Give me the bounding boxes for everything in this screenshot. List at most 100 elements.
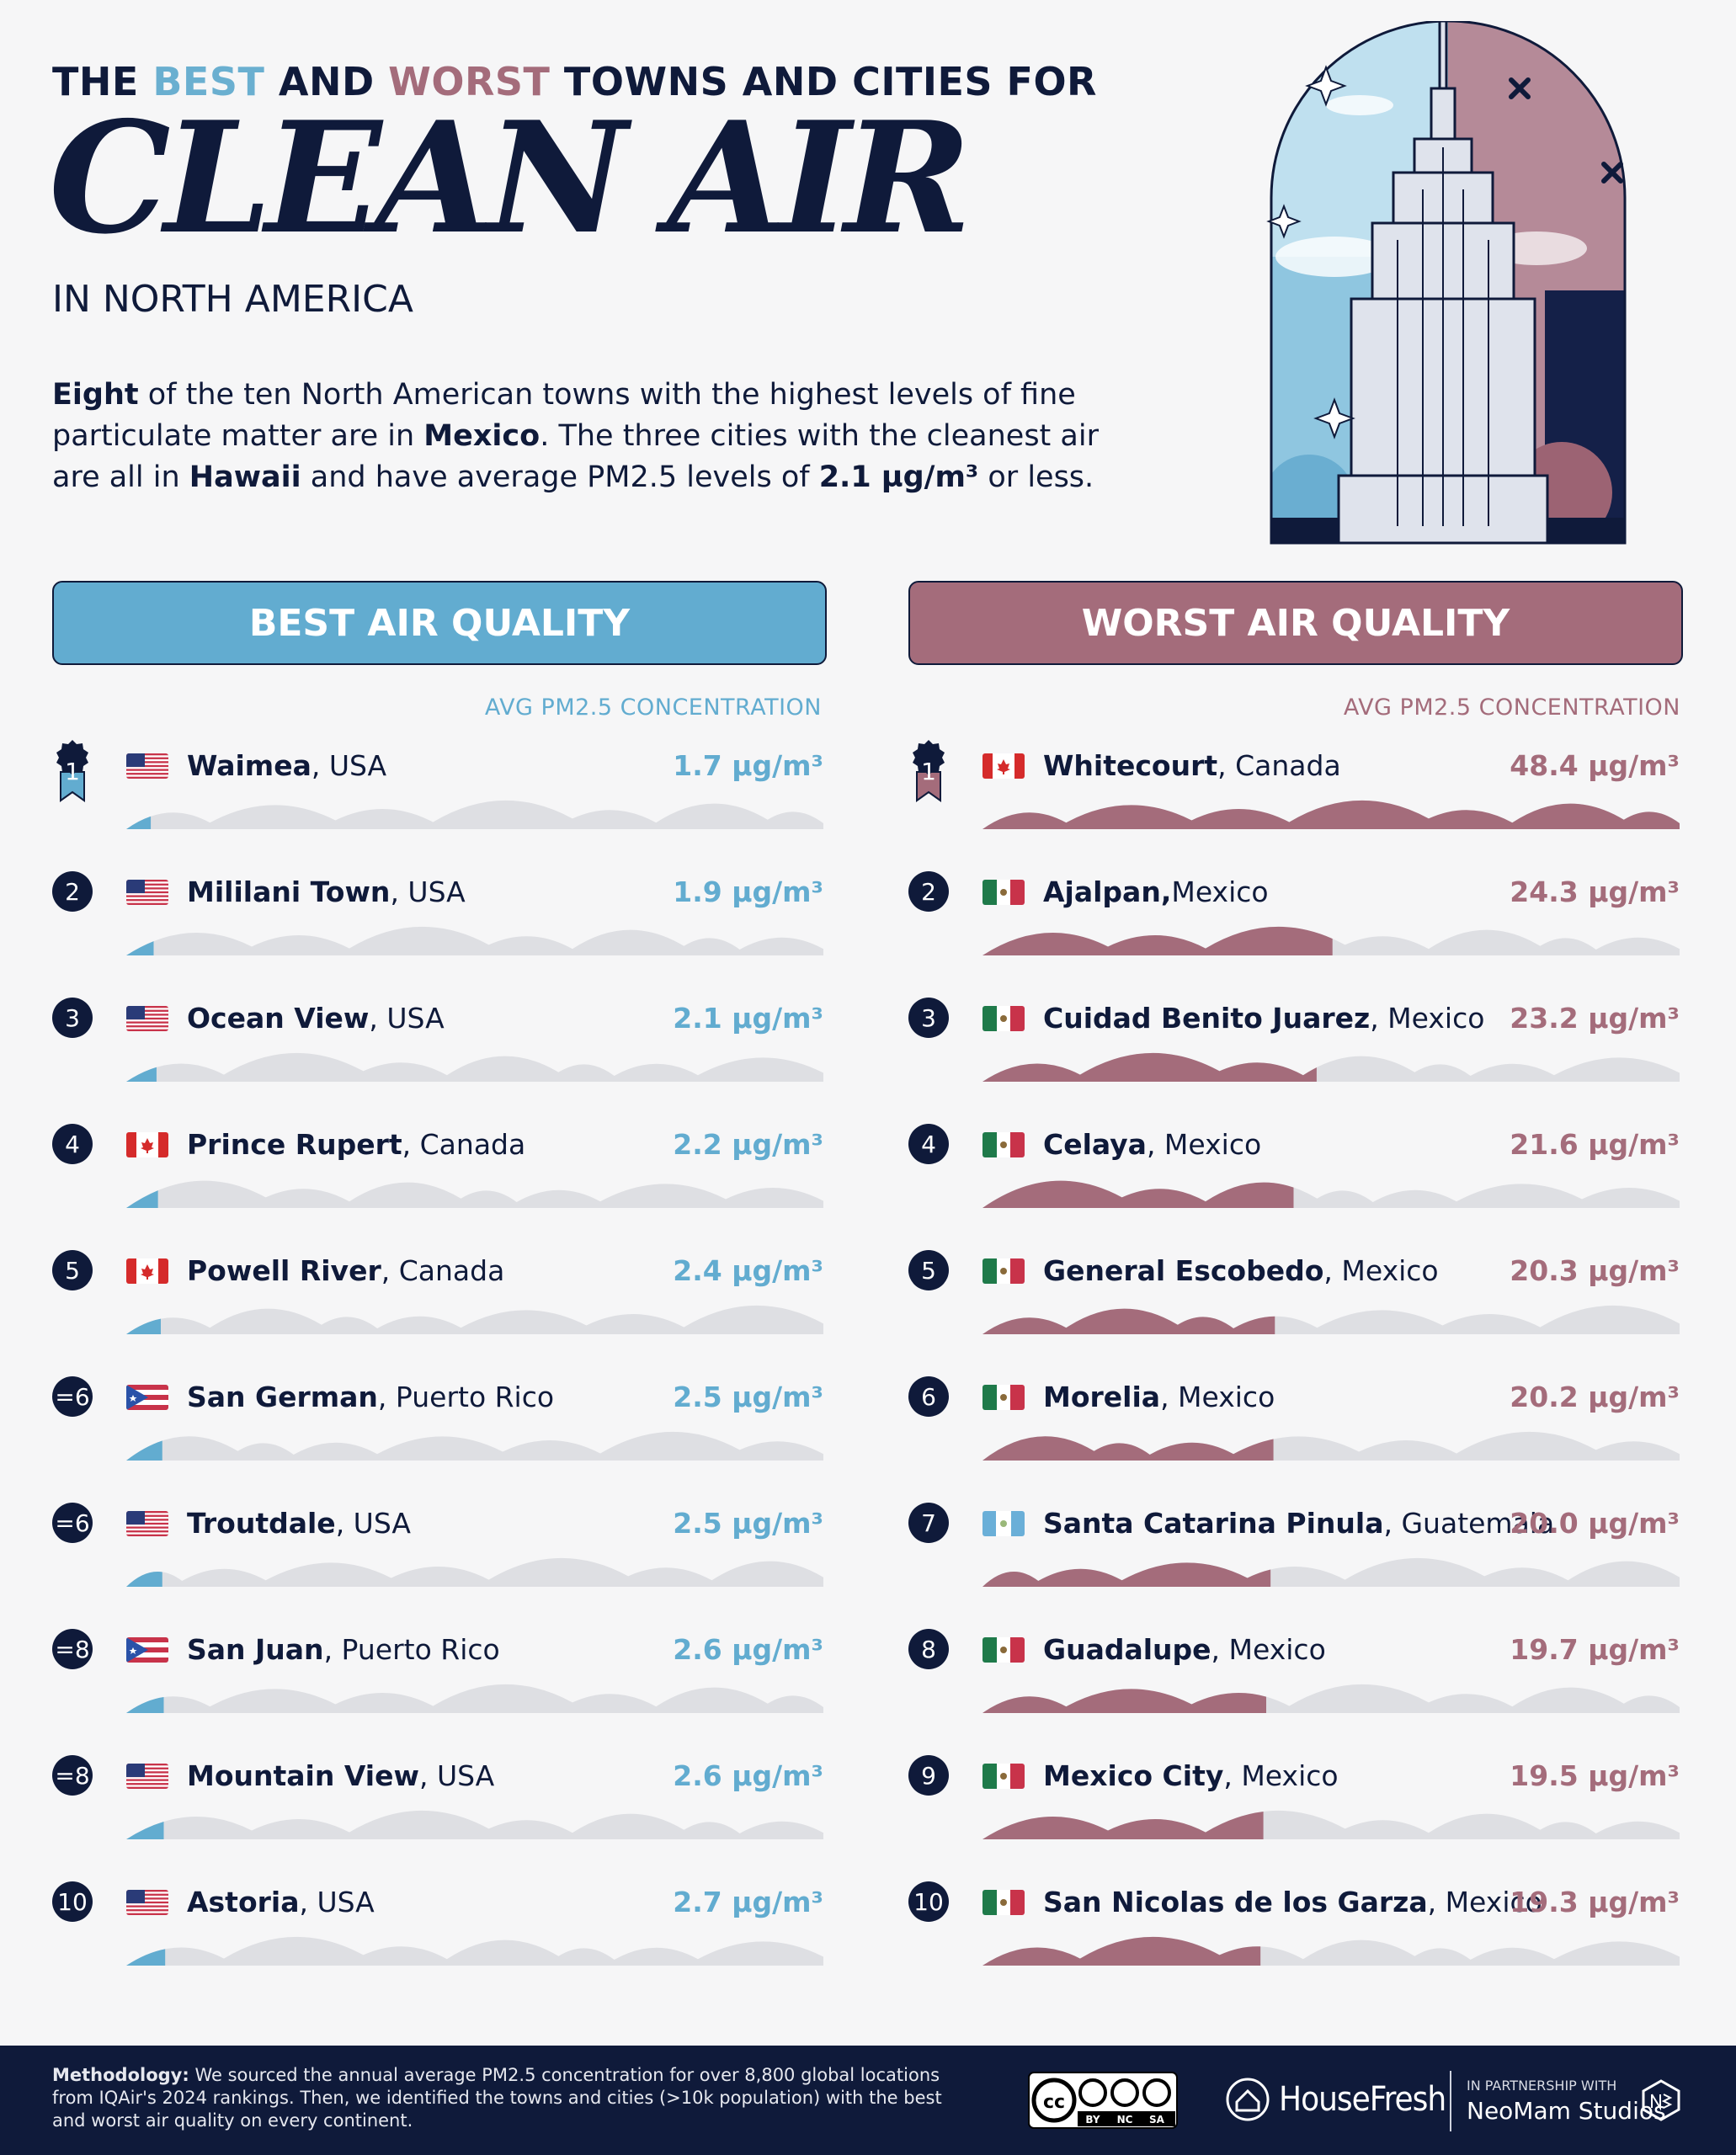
value-label: 2.5 µg/m³: [673, 1506, 823, 1540]
footer: Methodology: We sourced the annual avera…: [0, 2046, 1736, 2155]
bar-track: [982, 1431, 1680, 1461]
rank-badge: 8: [908, 1629, 949, 1669]
footer-divider: [1450, 2071, 1451, 2131]
rank-badge: =6: [52, 1503, 93, 1543]
bar-track-shape: [126, 1052, 823, 1082]
top-line-best: BEST: [152, 59, 265, 104]
chart-row: 10 Astoria, USA 2.7 µg/m³: [52, 1881, 823, 2008]
cc-label-sa: SA: [1149, 2114, 1165, 2126]
chart-row: 6 Morelia, Mexico 20.2 µg/m³: [908, 1376, 1680, 1503]
town-name: Prince Rupert: [187, 1127, 402, 1161]
empire-state-illustration: [1266, 21, 1627, 545]
value-label: 19.7 µg/m³: [1510, 1632, 1680, 1666]
town-name: Celaya: [1043, 1127, 1147, 1161]
place-name: Powell River, Canada: [187, 1250, 504, 1290]
intro-text-4: or less.: [978, 460, 1094, 494]
housefresh-icon: [1226, 2078, 1270, 2121]
rank-badge: 2: [908, 871, 949, 912]
bar-track: [126, 1180, 823, 1208]
methodology-text: We sourced the annual average PM2.5 conc…: [52, 2065, 942, 2131]
value-label: 1.9 µg/m³: [673, 875, 823, 908]
housefresh-logo: HouseFresh: [1225, 2074, 1446, 2125]
bar-track: [126, 1557, 823, 1587]
flag-mx-icon: [982, 1764, 1025, 1789]
rank-badge: 5: [908, 1250, 949, 1290]
country-name: , Guatemala: [1383, 1506, 1555, 1540]
worst-value-label: AVG PM2.5 CONCENTRATION: [1343, 694, 1680, 721]
place-name: San German, Puerto Rico: [187, 1376, 554, 1417]
chart-row: 5 General Escobedo, Mexico 20.3 µg/m³: [908, 1250, 1680, 1376]
chart-row: 1 Waimea, USA 1.7 µg/m³: [52, 740, 823, 871]
place-name: Troutdale, USA: [187, 1503, 411, 1543]
flag-pr-icon: [126, 1637, 168, 1663]
intro-bold-4: 2.1 µg/m³: [818, 460, 979, 494]
bar-fill: [126, 1822, 164, 1839]
bar-fill: [126, 1318, 162, 1334]
bar-fill: [126, 1697, 164, 1713]
chart-row: 1 Whitecourt, Canada 48.4 µg/m³: [908, 740, 1680, 871]
chart-row: 7 Santa Catarina Pinula, Guatemala 20.0 µg…: [908, 1503, 1680, 1629]
place-name: Prince Rupert, Canada: [187, 1124, 525, 1164]
place-name: Guadalupe, Mexico: [1043, 1629, 1326, 1669]
flag-us-icon: [126, 1764, 168, 1789]
flag-mx-icon: [982, 1132, 1025, 1157]
rank-text: 1: [921, 757, 936, 785]
bar-track: [982, 1052, 1680, 1082]
bar-track-shape: [126, 800, 823, 829]
bar-track: [982, 1684, 1680, 1713]
chart-row: =8 San Juan, Puerto Rico 2.6 µg/m³: [52, 1629, 823, 1755]
rank-badge: 1: [52, 740, 93, 802]
value-label: 20.2 µg/m³: [1510, 1380, 1680, 1413]
town-name: Ocean View: [187, 1001, 370, 1035]
value-label: 48.4 µg/m³: [1510, 748, 1680, 782]
chart-row: =6 Troutdale, USA 2.5 µg/m³: [52, 1503, 823, 1629]
value-label: 20.3 µg/m³: [1510, 1253, 1680, 1287]
rank-badge: 4: [52, 1124, 93, 1164]
rank-badge: =8: [52, 1629, 93, 1669]
flag-us-icon: [126, 1511, 168, 1536]
top-line-post: TOWNS AND CITIES FOR: [550, 59, 1097, 104]
partner-block: IN PARTNERSHIP WITH NeoMam Studios: [1467, 2078, 1666, 2125]
town-name: Cuidad Benito Juarez: [1043, 1001, 1371, 1035]
rank-ribbon-icon: [913, 740, 945, 802]
bar-track-shape: [126, 1684, 823, 1713]
bar-track: [982, 1936, 1680, 1966]
chart-row: 2 Ajalpan, Mexico 24.3 µg/m³: [908, 871, 1680, 998]
rank-badge: 7: [908, 1503, 949, 1543]
partner-name: NeoMam Studios: [1467, 2097, 1666, 2125]
value-label: 19.3 µg/m³: [1510, 1885, 1680, 1918]
bar-fill: [982, 800, 1680, 829]
bar-fill: [126, 1067, 157, 1082]
bar-track: [126, 1810, 823, 1839]
place-name: Astoria, USA: [187, 1881, 375, 1922]
place-name: Whitecourt, Canada: [1043, 745, 1341, 785]
top-line-worst: WORST: [388, 59, 551, 104]
bar-fill: [126, 1440, 162, 1461]
chart-row: 9 Mexico City, Mexico 19.5 µg/m³: [908, 1755, 1680, 1881]
country-name: , Canada: [381, 1253, 505, 1287]
flag-mx-icon: [982, 1385, 1025, 1410]
bar-track-shape: [126, 1431, 823, 1461]
chart-row: =8 Mountain View, USA 2.6 µg/m³: [52, 1755, 823, 1881]
best-panel-header: BEST AIR QUALITY: [52, 581, 827, 665]
town-name: Mililani Town: [187, 875, 391, 908]
intro-paragraph: Eight of the ten North American towns wi…: [52, 375, 1130, 498]
flag-pr-icon: [126, 1385, 168, 1410]
bar-track: [982, 1305, 1680, 1334]
country-name: , Puerto Rico: [323, 1632, 500, 1666]
bar-fill: [982, 926, 1333, 955]
chart-row: 4 Prince Rupert, Canada 2.2 µg/m³: [52, 1124, 823, 1250]
bar-fill: [982, 1308, 1275, 1334]
partner-caption: IN PARTNERSHIP WITH: [1467, 2078, 1617, 2094]
rank-badge: 4: [908, 1124, 949, 1164]
country-name: , Mexico: [1146, 1127, 1262, 1161]
rank-badge: 3: [908, 998, 949, 1038]
place-name: Mountain View, USA: [187, 1755, 494, 1796]
place-name: Celaya, Mexico: [1043, 1124, 1261, 1164]
flag-gt-icon: [982, 1511, 1025, 1536]
flag-mx-icon: [982, 1890, 1025, 1915]
bar-fill: [126, 1190, 158, 1208]
bar-track-shape: [126, 1936, 823, 1966]
value-label: 2.7 µg/m³: [673, 1885, 823, 1918]
chart-row: 3 Cuidad Benito Juarez, Mexico 23.2 µg/m³: [908, 998, 1680, 1124]
